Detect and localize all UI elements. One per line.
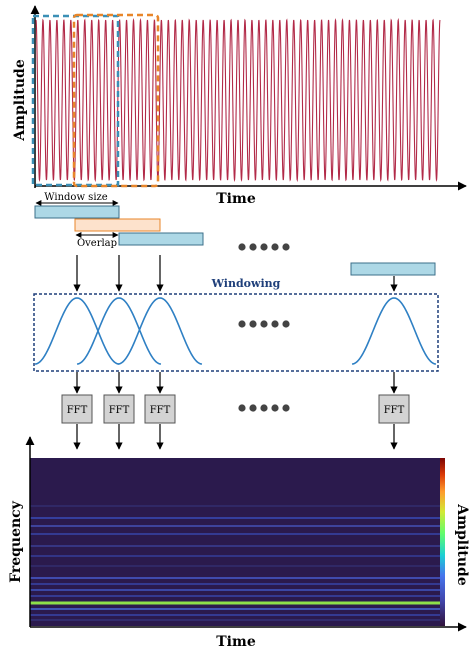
spectrogram-band <box>30 517 440 519</box>
ellipsis-dot <box>282 404 290 412</box>
ellipsis-dot <box>238 243 246 251</box>
spectrogram-band <box>30 601 440 605</box>
ellipsis-dot <box>271 404 279 412</box>
ellipsis-dots-1 <box>238 243 290 251</box>
ellipsis-dot <box>238 320 246 328</box>
ellipsis-dots-3 <box>238 404 290 412</box>
spectrogram-band <box>30 595 440 597</box>
spectrogram-band <box>30 614 440 616</box>
ellipsis-dot <box>260 243 268 251</box>
fft-label-2: FFT <box>109 405 130 416</box>
window-size-label: Window size <box>44 192 108 203</box>
hann-curve-2 <box>76 297 162 365</box>
ellipsis-dot <box>238 404 246 412</box>
spectrogram-band <box>30 577 440 579</box>
spectrogram-band <box>30 505 440 507</box>
ellipsis-dot <box>282 243 290 251</box>
fft-box-1 <box>61 394 93 424</box>
spectrogram-band <box>30 589 440 591</box>
signal-ylabel: Amplitude <box>12 59 28 142</box>
fft-box-3 <box>144 394 176 424</box>
spectrogram-band <box>30 545 440 547</box>
spectrogram-band <box>30 619 440 621</box>
spectrogram-band <box>30 583 440 585</box>
arrows-to-windowing <box>73 255 398 292</box>
spectrogram-background <box>30 458 440 626</box>
fft-label-1: FFT <box>67 405 88 416</box>
ellipsis-dot <box>260 404 268 412</box>
hann-curve-1 <box>34 297 120 365</box>
ellipsis-dot <box>260 320 268 328</box>
ellipsis-dots-2 <box>238 320 290 328</box>
windowing-label: Windowing <box>211 277 281 290</box>
windowing-box <box>33 293 439 372</box>
arrows-to-fft <box>73 372 398 394</box>
spectrogram-band <box>30 555 440 557</box>
spectrogram-band <box>30 565 440 567</box>
signal-xlabel: Time <box>216 191 256 207</box>
window-bar-1 <box>34 205 120 219</box>
windowing-section: Windowing <box>33 277 439 372</box>
window-bars: Window size Overlap <box>34 192 436 276</box>
ellipsis-dot <box>249 243 257 251</box>
overlap-label: Overlap <box>77 238 117 249</box>
ellipsis-dot <box>249 320 257 328</box>
spectrogram-band <box>30 608 440 610</box>
spectrogram-panel: Frequency Time Amplitude <box>8 436 470 650</box>
spec-xlabel: Time <box>216 634 256 650</box>
spectrogram-band <box>30 525 440 527</box>
ellipsis-dot <box>271 243 279 251</box>
fft-box-last <box>378 394 410 424</box>
window-bar-2 <box>74 218 161 232</box>
hann-curve-3 <box>117 297 203 365</box>
fft-section: FFT FFT FFT FFT <box>61 394 410 424</box>
ellipsis-dot <box>271 320 279 328</box>
hann-curve-last <box>351 297 437 365</box>
signal-waveform <box>35 17 441 183</box>
colorbar-label: Amplitude <box>454 503 470 586</box>
fft-label-last: FFT <box>384 405 405 416</box>
signal-panel: Amplitude Time <box>12 5 467 207</box>
window-box-2 <box>72 13 160 188</box>
colorbar <box>440 458 445 626</box>
ellipsis-dot <box>249 404 257 412</box>
ellipsis-dot <box>282 320 290 328</box>
window-bar-last <box>350 262 436 276</box>
fft-label-3: FFT <box>150 405 171 416</box>
spec-ylabel: Frequency <box>8 500 24 583</box>
fft-box-2 <box>103 394 135 424</box>
window-bar-3 <box>118 232 204 246</box>
arrows-to-spectrogram <box>73 424 398 450</box>
spectrogram-band <box>30 533 440 535</box>
spectrogram-bands <box>30 505 440 621</box>
